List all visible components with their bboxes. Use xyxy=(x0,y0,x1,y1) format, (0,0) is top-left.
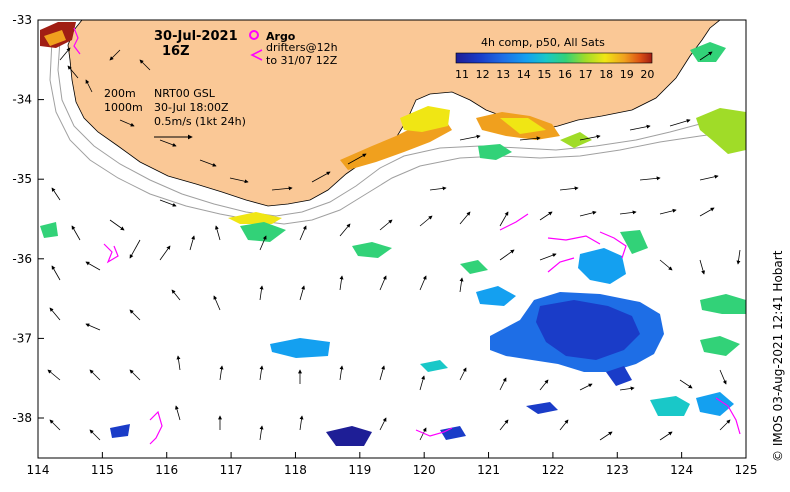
contour-200m xyxy=(57,39,746,217)
x-tick-label: 115 xyxy=(91,463,114,477)
x-tick-label: 124 xyxy=(670,463,693,477)
contour-200m-label: 200m xyxy=(104,87,136,100)
x-tick-label: 123 xyxy=(606,463,629,477)
x-tick-label: 119 xyxy=(348,463,371,477)
colorbar-tick-label: 19 xyxy=(620,68,634,81)
sst-patches xyxy=(40,22,746,446)
colorbar-tick-label: 20 xyxy=(640,68,654,81)
map-date: 30-Jul-2021 xyxy=(154,29,238,44)
colorbar-tick-label: 18 xyxy=(599,68,613,81)
credit-text: © IMOS 03-Aug-2021 12:41 Hobart xyxy=(771,250,785,462)
x-tick-label: 118 xyxy=(284,463,307,477)
drifter-tracks xyxy=(73,27,741,445)
y-tick-label: -33 xyxy=(12,13,32,27)
sst-colorbar xyxy=(455,52,653,64)
map-time: 16Z xyxy=(162,44,190,59)
contour-1000m xyxy=(49,39,746,225)
valid-time: 30-Jul 18:00Z xyxy=(154,101,229,114)
colorbar-tick-label: 14 xyxy=(517,68,531,81)
colorbar-title: 4h comp, p50, All Sats xyxy=(481,36,605,49)
y-tick-label: -36 xyxy=(12,252,32,266)
y-tick-label: -37 xyxy=(12,331,32,345)
x-tick-label: 120 xyxy=(413,463,436,477)
drifters-time: to 31/07 12Z xyxy=(266,54,338,67)
x-axis: 114 115 116 117 118 119 120 121 122 123 124 125 xyxy=(27,452,758,477)
map-frame xyxy=(37,19,747,459)
argo-label: Argo xyxy=(266,30,296,43)
colorbar-tick-label: 16 xyxy=(558,68,572,81)
x-tick-label: 117 xyxy=(220,463,243,477)
y-axis: -33 -34 -35 -36 -37 -38 xyxy=(12,13,44,425)
x-tick-label: 116 xyxy=(155,463,178,477)
drifter-legend-icon xyxy=(250,49,263,61)
y-tick-label: -34 xyxy=(12,93,32,107)
x-tick-label: 114 xyxy=(27,463,50,477)
current-vectors xyxy=(47,47,741,441)
contour-1000m-label: 1000m xyxy=(104,101,143,114)
scale-label: 0.5m/s (1kt 24h) xyxy=(154,115,246,128)
colorbar-tick-label: 13 xyxy=(496,68,510,81)
colorbar-tick-label: 12 xyxy=(476,68,490,81)
drifters-label: drifters@12h xyxy=(266,41,338,54)
x-tick-label: 121 xyxy=(477,463,500,477)
colorbar-tick-label: 11 xyxy=(455,68,469,81)
x-tick-label: 122 xyxy=(541,463,564,477)
x-tick-label: 125 xyxy=(735,463,758,477)
argo-icon xyxy=(249,30,259,40)
product-label: NRT00 GSL xyxy=(154,87,216,100)
y-tick-label: -35 xyxy=(12,172,32,186)
y-tick-label: -38 xyxy=(12,411,32,425)
colorbar-labels: 11 12 13 14 15 16 17 18 19 20 xyxy=(455,68,654,81)
colorbar-tick-label: 15 xyxy=(537,68,551,81)
colorbar-tick-label: 17 xyxy=(579,68,593,81)
